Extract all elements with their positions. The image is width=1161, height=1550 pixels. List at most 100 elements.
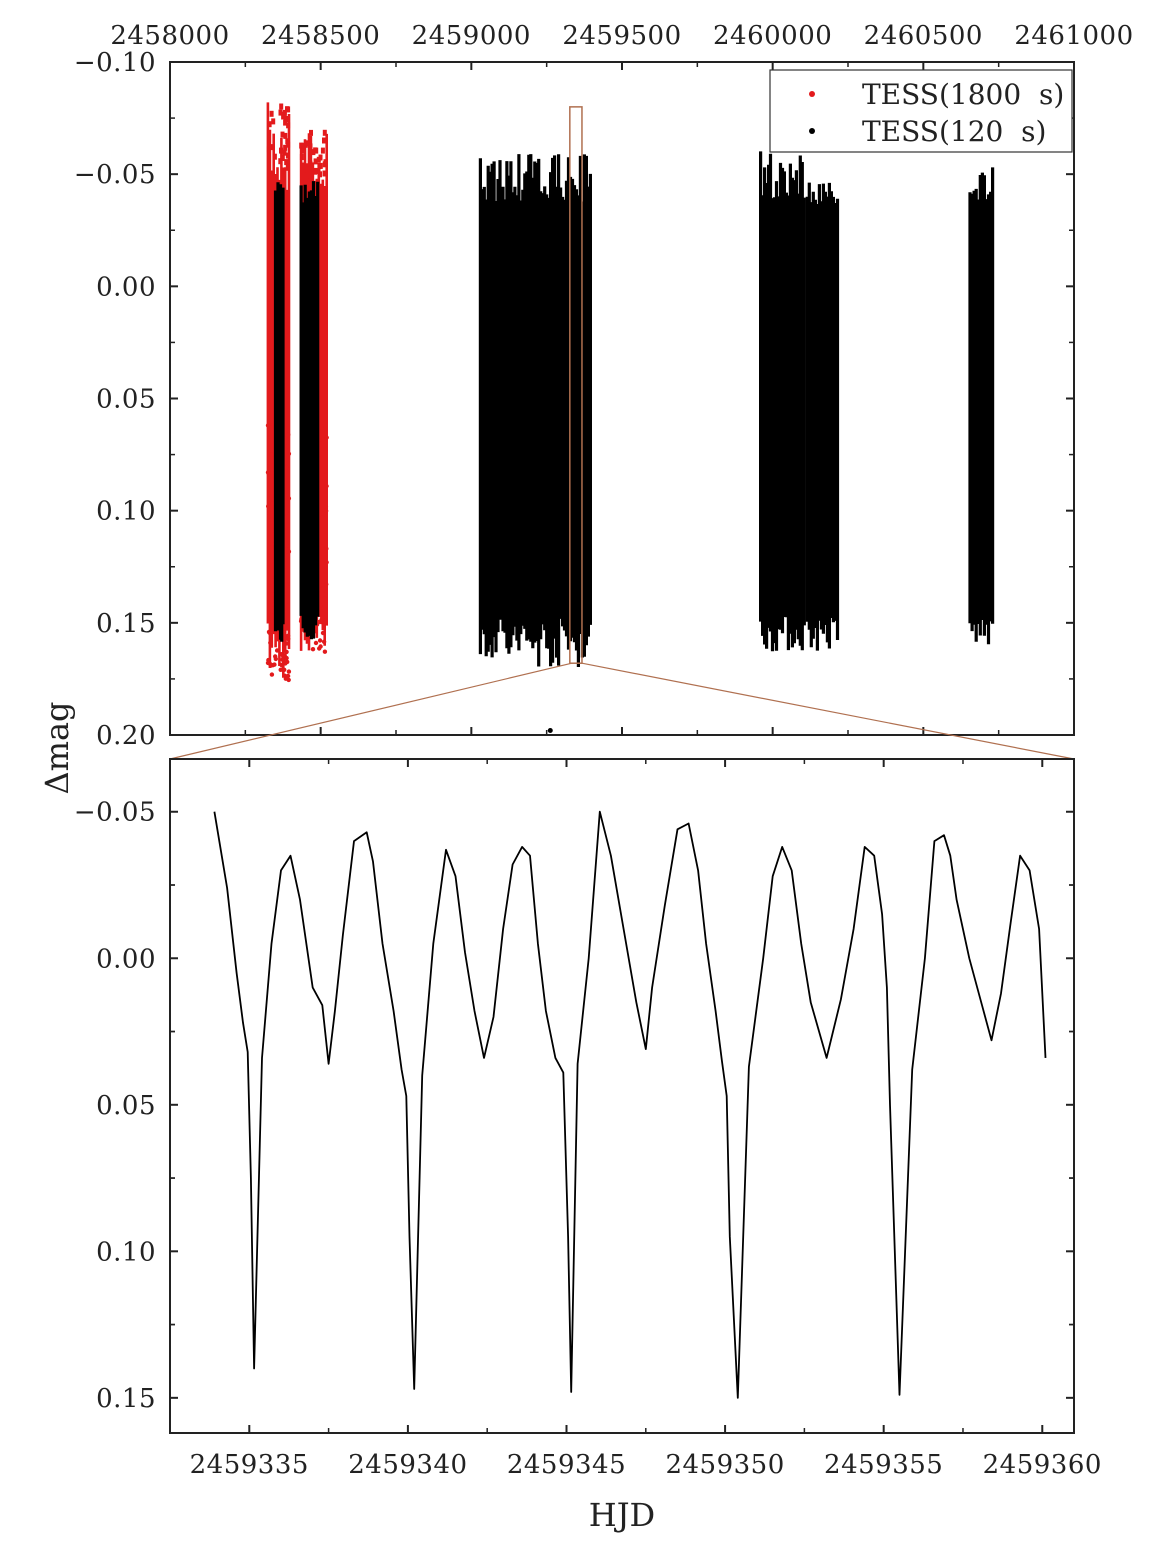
bottom-panel: −0.050.000.050.100.15 2459335 2459340 2459… bbox=[74, 758, 1101, 1480]
top-y-tick-label: 0.15 bbox=[96, 609, 156, 639]
data-point bbox=[284, 116, 288, 122]
top-x-tick-label: 2460500 bbox=[864, 21, 983, 51]
data-point bbox=[286, 122, 291, 129]
data-point bbox=[284, 437, 289, 442]
data-point bbox=[313, 167, 318, 174]
top-x-tick-label: 2459000 bbox=[412, 21, 531, 51]
data-point bbox=[284, 641, 290, 646]
data-point bbox=[280, 657, 285, 662]
data-point bbox=[323, 504, 329, 510]
data-point bbox=[285, 636, 290, 641]
data-point bbox=[270, 592, 275, 597]
data-point bbox=[283, 132, 288, 139]
data-point bbox=[318, 171, 322, 178]
data-point bbox=[267, 462, 272, 468]
data-point bbox=[279, 147, 283, 154]
data-point bbox=[322, 605, 327, 611]
data-point bbox=[285, 138, 290, 145]
top-y-ticks: −0.10 −0.05 0.00 0.05 0.10 0.15 0.20 bbox=[74, 48, 1074, 751]
data-point bbox=[283, 144, 288, 151]
data-point bbox=[320, 630, 326, 636]
data-point bbox=[323, 508, 329, 514]
data-point bbox=[265, 470, 271, 475]
data-point bbox=[285, 152, 290, 159]
data-band-lines bbox=[299, 181, 320, 640]
data-point bbox=[313, 158, 318, 165]
data-point bbox=[322, 129, 327, 136]
data-point bbox=[322, 170, 327, 177]
data-point bbox=[266, 504, 271, 509]
data-point bbox=[269, 452, 274, 457]
bottom-y-tick-label: 0.10 bbox=[96, 1237, 156, 1267]
bottom-y-tick-label: 0.00 bbox=[96, 944, 156, 974]
data-point bbox=[284, 543, 289, 548]
data-point bbox=[318, 162, 323, 169]
zoom-connector-right bbox=[581, 662, 1075, 760]
data-point bbox=[278, 109, 283, 116]
data-point bbox=[284, 655, 289, 661]
data-point bbox=[278, 667, 283, 672]
data-point bbox=[321, 568, 327, 573]
data-point bbox=[320, 515, 325, 520]
data-point bbox=[324, 582, 329, 587]
data-point bbox=[279, 662, 284, 667]
data-point bbox=[270, 619, 275, 624]
data-point bbox=[266, 146, 271, 153]
top-x-tick-label: 2461000 bbox=[1014, 21, 1133, 51]
data-band bbox=[759, 151, 806, 652]
data-point bbox=[317, 638, 323, 643]
bottom-x-tick-label: 2459340 bbox=[348, 1450, 467, 1480]
data-point bbox=[286, 141, 291, 148]
data-point bbox=[280, 155, 285, 161]
data-point bbox=[324, 546, 329, 551]
data-point bbox=[286, 549, 292, 554]
top-x-ticks: 2458000 2458500 2459000 2459500 2460000 24605… bbox=[110, 21, 1133, 735]
data-point bbox=[321, 614, 326, 619]
data-point bbox=[320, 429, 325, 434]
data-point bbox=[281, 167, 286, 174]
data-point bbox=[284, 583, 289, 588]
data-point bbox=[268, 565, 273, 570]
data-point bbox=[308, 143, 313, 150]
bottom-plot-frame bbox=[169, 758, 1075, 1434]
top-x-tick-label: 2458000 bbox=[110, 21, 229, 51]
top-y-tick-label: 0.05 bbox=[96, 385, 156, 415]
bottom-x-tick-label: 2459355 bbox=[824, 1450, 943, 1480]
data-band-lines bbox=[968, 167, 995, 645]
data-band bbox=[501, 154, 592, 667]
data-point bbox=[308, 173, 313, 179]
data-point bbox=[323, 447, 328, 452]
data-point bbox=[321, 437, 326, 443]
data-point bbox=[270, 501, 275, 506]
data-point bbox=[284, 444, 290, 449]
data-point bbox=[318, 154, 323, 161]
data-point bbox=[318, 478, 324, 484]
legend-label-1800s: TESS(1800 s) bbox=[862, 78, 1064, 111]
data-point bbox=[318, 508, 323, 513]
bottom-y-ticks: −0.05 0.00 0.05 0.10 0.15 bbox=[74, 798, 1074, 1414]
bottom-x-tick-label: 2459345 bbox=[507, 1450, 626, 1480]
top-panel: −0.10−0.050.000.050.100.150.20 2458000 24… bbox=[74, 21, 1133, 751]
top-y-tick-label: −0.05 bbox=[74, 160, 156, 190]
data-band-lines bbox=[805, 182, 840, 651]
data-point bbox=[267, 545, 272, 550]
top-y-tick-label: 0.10 bbox=[96, 497, 156, 527]
data-point bbox=[322, 649, 328, 654]
data-point bbox=[283, 119, 288, 126]
data-point bbox=[309, 129, 313, 136]
data-point bbox=[321, 472, 326, 478]
top-x-tick-label: 2458500 bbox=[261, 21, 380, 51]
data-point bbox=[284, 510, 289, 515]
data-point bbox=[284, 500, 289, 505]
data-point-isolated bbox=[547, 728, 553, 734]
data-point bbox=[269, 110, 274, 117]
bottom-y-tick-label: 0.05 bbox=[96, 1091, 156, 1121]
y-axis-title: Δmag bbox=[38, 701, 76, 794]
data-point bbox=[313, 640, 319, 646]
top-x-tick-label: 2460000 bbox=[713, 21, 832, 51]
top-y-tick-label: 0.20 bbox=[96, 721, 156, 751]
data-point bbox=[285, 490, 290, 495]
data-point bbox=[284, 610, 290, 615]
data-point bbox=[284, 558, 290, 563]
data-band-lines bbox=[273, 182, 285, 642]
